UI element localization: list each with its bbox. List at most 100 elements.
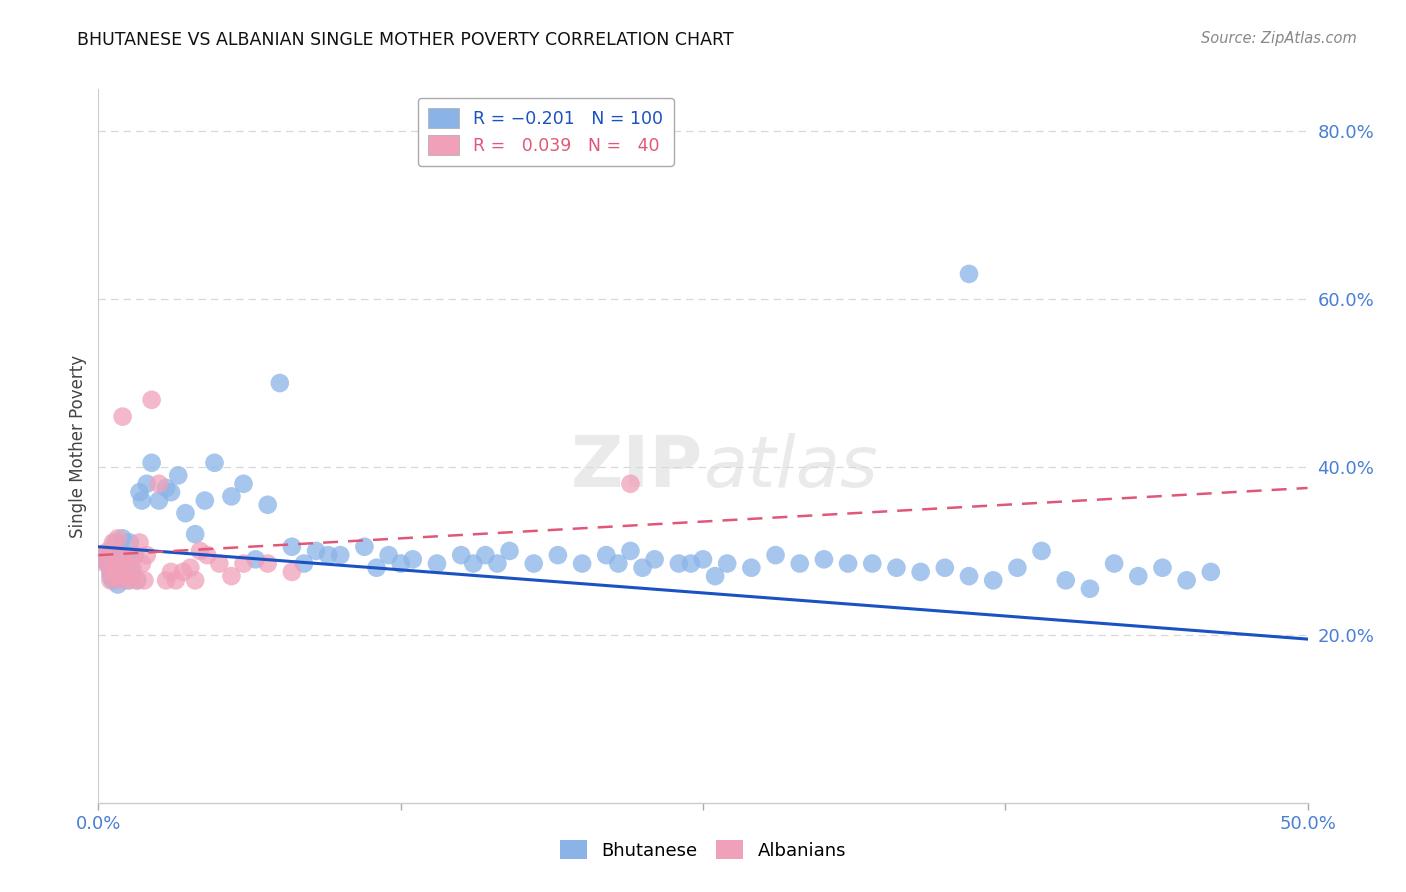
Point bbox=[607, 557, 630, 571]
Point bbox=[450, 548, 472, 562]
Point bbox=[101, 535, 124, 549]
Point bbox=[619, 141, 641, 155]
Point bbox=[679, 557, 702, 571]
Point bbox=[104, 535, 127, 549]
Point bbox=[1199, 565, 1222, 579]
Point bbox=[221, 569, 243, 583]
Point bbox=[1031, 544, 1053, 558]
Point bbox=[305, 544, 328, 558]
Point bbox=[94, 548, 117, 562]
Point bbox=[221, 489, 243, 503]
Point bbox=[256, 498, 278, 512]
Point bbox=[124, 548, 146, 562]
Point bbox=[377, 548, 399, 562]
Point bbox=[1152, 560, 1174, 574]
Point bbox=[860, 557, 883, 571]
Point bbox=[1175, 574, 1198, 588]
Point bbox=[402, 552, 425, 566]
Point bbox=[486, 557, 509, 571]
Point bbox=[837, 557, 859, 571]
Point bbox=[179, 560, 201, 574]
Point bbox=[426, 557, 449, 571]
Point bbox=[111, 569, 134, 583]
Point bbox=[281, 565, 304, 579]
Point bbox=[813, 552, 835, 566]
Point bbox=[128, 535, 150, 549]
Point bbox=[100, 574, 122, 588]
Point bbox=[104, 569, 127, 583]
Point bbox=[644, 552, 666, 566]
Point bbox=[94, 557, 117, 571]
Y-axis label: Single Mother Poverty: Single Mother Poverty bbox=[69, 354, 87, 538]
Point bbox=[118, 535, 141, 549]
Point bbox=[155, 574, 177, 588]
Point bbox=[957, 569, 980, 583]
Point bbox=[668, 557, 690, 571]
Point bbox=[194, 493, 217, 508]
Point bbox=[595, 548, 617, 562]
Point bbox=[131, 493, 153, 508]
Point bbox=[117, 548, 139, 562]
Point bbox=[498, 544, 520, 558]
Point bbox=[208, 557, 231, 571]
Point bbox=[127, 574, 149, 588]
Point bbox=[100, 569, 122, 583]
Point bbox=[107, 577, 129, 591]
Point bbox=[188, 544, 211, 558]
Point bbox=[232, 476, 254, 491]
Point bbox=[100, 565, 122, 579]
Text: BHUTANESE VS ALBANIAN SINGLE MOTHER POVERTY CORRELATION CHART: BHUTANESE VS ALBANIAN SINGLE MOTHER POVE… bbox=[77, 31, 734, 49]
Point bbox=[155, 481, 177, 495]
Point bbox=[463, 557, 485, 571]
Point bbox=[366, 560, 388, 574]
Point bbox=[124, 548, 146, 562]
Point bbox=[765, 548, 787, 562]
Point bbox=[474, 548, 496, 562]
Point bbox=[174, 506, 197, 520]
Point bbox=[184, 574, 207, 588]
Point bbox=[184, 527, 207, 541]
Point bbox=[571, 557, 593, 571]
Point bbox=[886, 560, 908, 574]
Point bbox=[134, 574, 156, 588]
Point bbox=[100, 565, 122, 579]
Point bbox=[127, 574, 149, 588]
Point bbox=[141, 392, 163, 407]
Point bbox=[245, 552, 267, 566]
Point bbox=[1078, 582, 1101, 596]
Point bbox=[329, 548, 352, 562]
Point bbox=[353, 540, 375, 554]
Point bbox=[389, 557, 412, 571]
Point bbox=[716, 557, 738, 571]
Point bbox=[195, 548, 218, 562]
Point bbox=[281, 540, 304, 554]
Point bbox=[292, 557, 315, 571]
Point bbox=[316, 548, 339, 562]
Point bbox=[91, 548, 114, 562]
Point bbox=[121, 565, 143, 579]
Point bbox=[97, 557, 120, 571]
Point bbox=[107, 532, 129, 546]
Point bbox=[148, 476, 170, 491]
Text: ZIP: ZIP bbox=[571, 433, 703, 502]
Point bbox=[108, 574, 131, 588]
Legend: Bhutanese, Albanians: Bhutanese, Albanians bbox=[553, 833, 853, 867]
Point bbox=[1054, 574, 1077, 588]
Point bbox=[101, 548, 124, 562]
Point bbox=[172, 565, 194, 579]
Point bbox=[269, 376, 291, 390]
Point bbox=[619, 544, 641, 558]
Point bbox=[957, 267, 980, 281]
Point bbox=[111, 409, 134, 424]
Point bbox=[135, 548, 157, 562]
Point bbox=[704, 569, 727, 583]
Point bbox=[204, 456, 226, 470]
Point bbox=[547, 548, 569, 562]
Point bbox=[523, 557, 546, 571]
Point bbox=[107, 565, 129, 579]
Point bbox=[160, 565, 183, 579]
Point bbox=[111, 532, 134, 546]
Point bbox=[121, 560, 143, 574]
Point bbox=[165, 574, 187, 588]
Point bbox=[108, 560, 131, 574]
